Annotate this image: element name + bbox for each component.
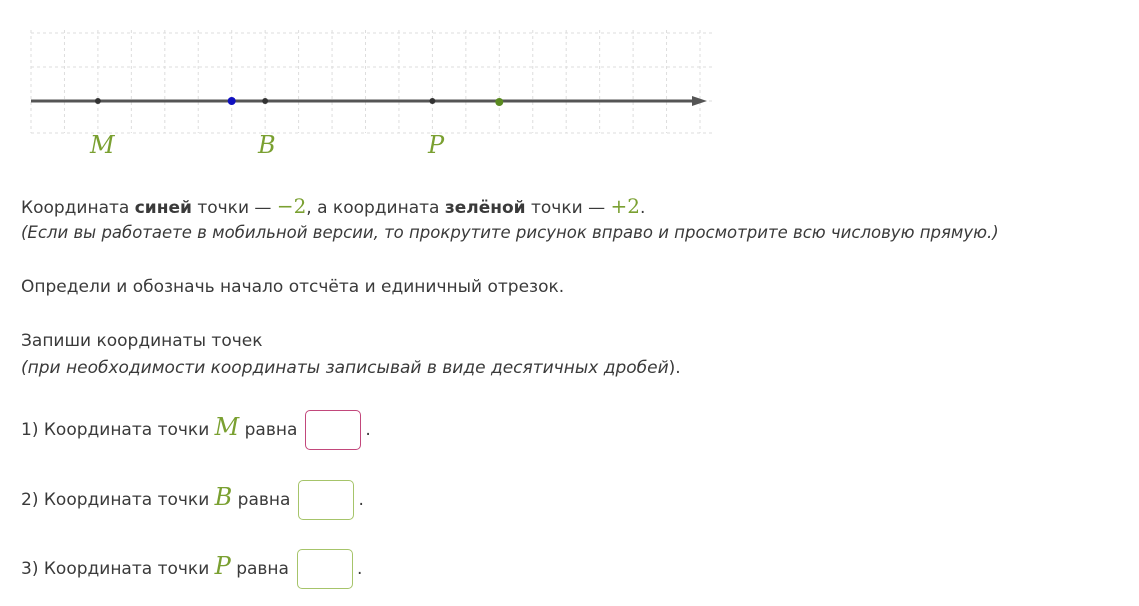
text: , а координата bbox=[306, 198, 445, 218]
label-M: M bbox=[89, 131, 116, 159]
text: равна bbox=[232, 490, 291, 510]
green-value: +2 bbox=[610, 194, 640, 218]
text: точки — bbox=[191, 198, 277, 218]
answer-input-B[interactable] bbox=[298, 480, 355, 520]
axis-arrow-icon bbox=[692, 96, 707, 106]
number-line-figure: M B P bbox=[30, 30, 714, 159]
task-note: (при необходимости координаты записывай … bbox=[21, 358, 681, 378]
text: ). bbox=[668, 358, 681, 378]
point-name: M bbox=[214, 413, 240, 441]
text: . bbox=[365, 420, 371, 440]
blue-point bbox=[227, 97, 236, 105]
point-P bbox=[429, 98, 436, 104]
answer-input-M[interactable] bbox=[305, 410, 362, 450]
instruction: Определи и обозначь начало отсчёта и еди… bbox=[21, 277, 565, 297]
text: (при необходимости координаты записывай … bbox=[21, 358, 669, 378]
question-2: 2) Координата точки B равна. bbox=[21, 480, 364, 520]
text: . bbox=[358, 490, 364, 510]
green-word: зелёной bbox=[444, 198, 526, 218]
text: . bbox=[639, 198, 646, 218]
text: . bbox=[356, 559, 363, 579]
text: точки — bbox=[525, 198, 611, 218]
text: Координата bbox=[21, 198, 135, 218]
text: 1) Координата точки bbox=[21, 420, 215, 440]
label-B: B bbox=[257, 131, 276, 159]
question-3: 3) Координата точки P равна. bbox=[21, 549, 362, 589]
point-B bbox=[262, 98, 269, 104]
blue-word: синей bbox=[134, 198, 192, 218]
text: равна bbox=[239, 420, 298, 440]
answer-input-P[interactable] bbox=[296, 549, 353, 589]
mobile-note: (Если вы работаете в мобильной версии, т… bbox=[21, 223, 999, 242]
point-M bbox=[94, 98, 101, 104]
label-P: P bbox=[427, 131, 445, 159]
grid bbox=[30, 30, 714, 134]
point-name: P bbox=[214, 552, 231, 580]
text: равна bbox=[230, 559, 289, 579]
point-name: B bbox=[214, 483, 233, 511]
question-1: 1) Координата точки M равна. bbox=[21, 410, 371, 450]
text: 2) Координата точки bbox=[21, 490, 215, 510]
task-heading: Запиши координаты точек bbox=[21, 331, 263, 351]
given-coordinates-text: Координата синей точки — −2, а координат… bbox=[21, 194, 645, 218]
text: 3) Координата точки bbox=[21, 559, 215, 579]
green-point bbox=[495, 98, 504, 106]
blue-value: −2 bbox=[276, 194, 307, 218]
